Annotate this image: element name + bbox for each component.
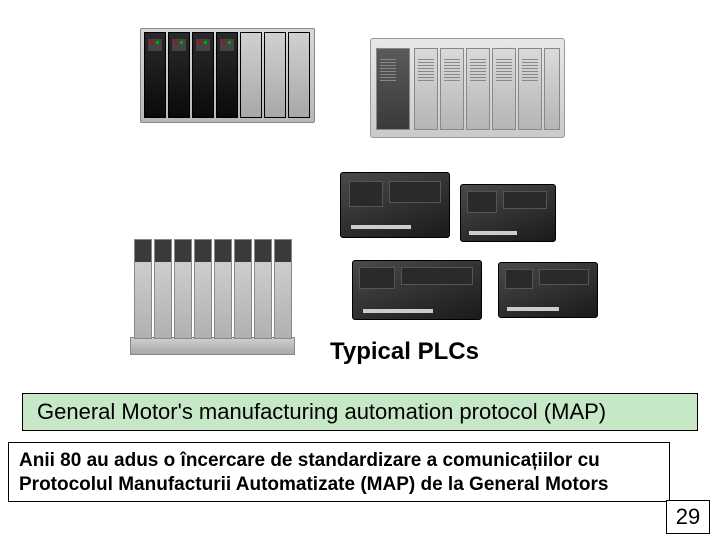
body-text-box: Anii 80 au adus o încercare de standardi… [8, 442, 670, 502]
rack-slot [216, 32, 238, 118]
compact-plc-1 [340, 172, 450, 238]
rack-slot [518, 48, 542, 130]
rack-slot [234, 239, 252, 339]
rack-slot [174, 239, 192, 339]
rack-slot [192, 32, 214, 118]
compact-plc-2 [460, 184, 556, 242]
rack-slot [274, 239, 292, 339]
rack-slot [264, 32, 286, 118]
plc-figure: Typical PLCs [0, 0, 720, 390]
rack-slot [194, 239, 212, 339]
rack-slot [466, 48, 490, 130]
rack-slot [414, 48, 438, 130]
figure-caption: Typical PLCs [330, 338, 479, 366]
compact-plc-3 [352, 260, 482, 320]
rack-slot [254, 239, 272, 339]
rack-base [130, 337, 295, 355]
page-number: 29 [666, 500, 710, 534]
rack-slot [168, 32, 190, 118]
rack-slot [492, 48, 516, 130]
rack-slot [544, 48, 560, 130]
rack-slot [144, 32, 166, 118]
rack-slot [288, 32, 310, 118]
rack-slot [154, 239, 172, 339]
plc-rack-top-left [110, 10, 320, 130]
rack-slot [240, 32, 262, 118]
rack-slot [214, 239, 232, 339]
compact-plc-4 [498, 262, 598, 318]
rack-slot [376, 48, 410, 130]
title-box: General Motor's manufacturing automation… [22, 393, 698, 431]
rack-slot [440, 48, 464, 130]
plc-rack-bottom-left [130, 225, 300, 355]
body-text: Anii 80 au adus o încercare de standardi… [19, 450, 608, 495]
plc-rack-top-right [370, 38, 570, 148]
rack-slot [134, 239, 152, 339]
page-number-value: 29 [676, 504, 700, 530]
title-text: General Motor's manufacturing automation… [37, 399, 606, 425]
